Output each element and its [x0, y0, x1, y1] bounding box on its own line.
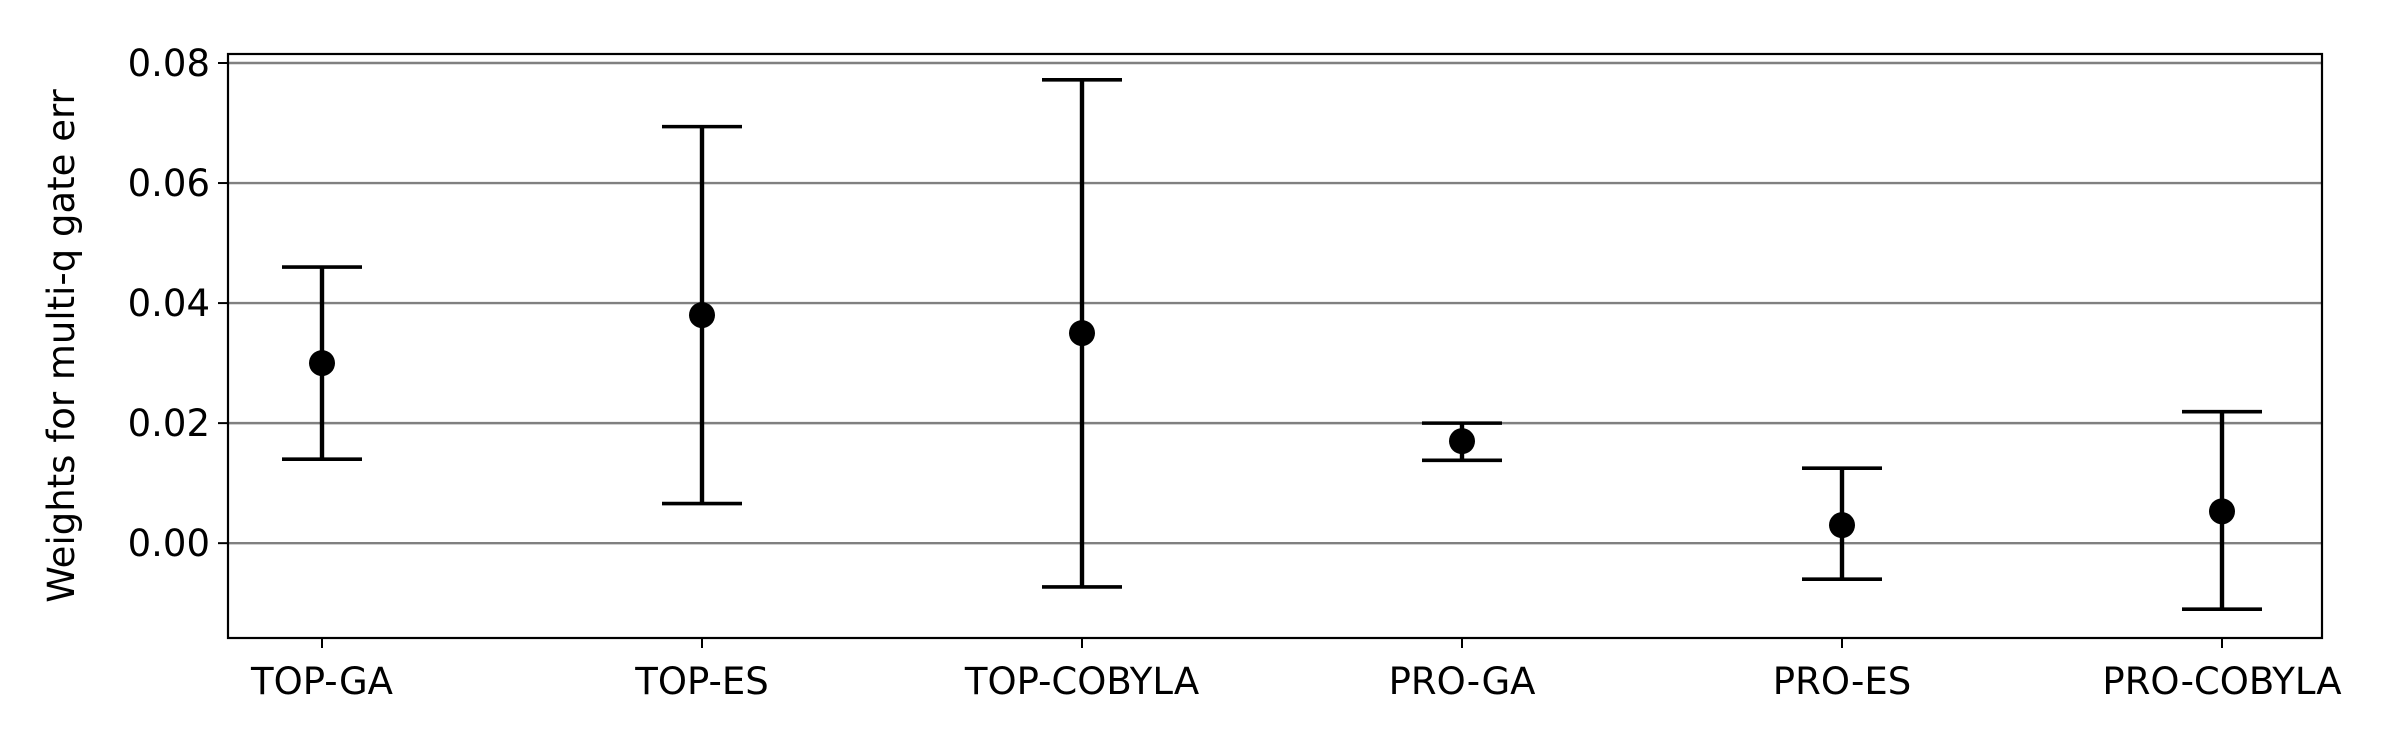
y-tick-label: 0.00	[128, 522, 210, 565]
y-tick-label: 0.06	[128, 162, 210, 205]
y-tick-label: 0.04	[128, 282, 210, 325]
plot-area-frame	[226, 52, 2324, 640]
error-bars	[282, 78, 2262, 611]
data-point	[2209, 498, 2235, 525]
x-tick-label: PRO-GA	[1389, 660, 1536, 703]
grid-lines	[228, 61, 2322, 545]
y-tick-label: 0.02	[128, 402, 210, 445]
data-point	[1069, 320, 1095, 347]
y-axis-ticks: 0.00 0.02 0.04 0.06 0.08	[128, 42, 228, 565]
x-axis-ticks: TOP-GA TOP-ES TOP-COBYLA PRO-GA PRO-ES PRO-CO…	[250, 638, 2342, 703]
x-tick-label: PRO-COBYLA	[2102, 660, 2341, 703]
data-point	[689, 302, 715, 329]
x-tick-label: TOP-GA	[250, 660, 393, 703]
data-points	[309, 302, 2235, 539]
x-tick-label: PRO-ES	[1773, 660, 1911, 703]
x-tick-label: TOP-ES	[634, 660, 768, 703]
x-tick-label: TOP-COBYLA	[964, 660, 1199, 703]
data-point	[309, 350, 335, 377]
y-axis-label: Weights for multi-q gate err	[40, 88, 83, 602]
data-point	[1829, 512, 1855, 539]
data-point	[1449, 428, 1475, 455]
y-tick-label: 0.08	[128, 42, 210, 85]
